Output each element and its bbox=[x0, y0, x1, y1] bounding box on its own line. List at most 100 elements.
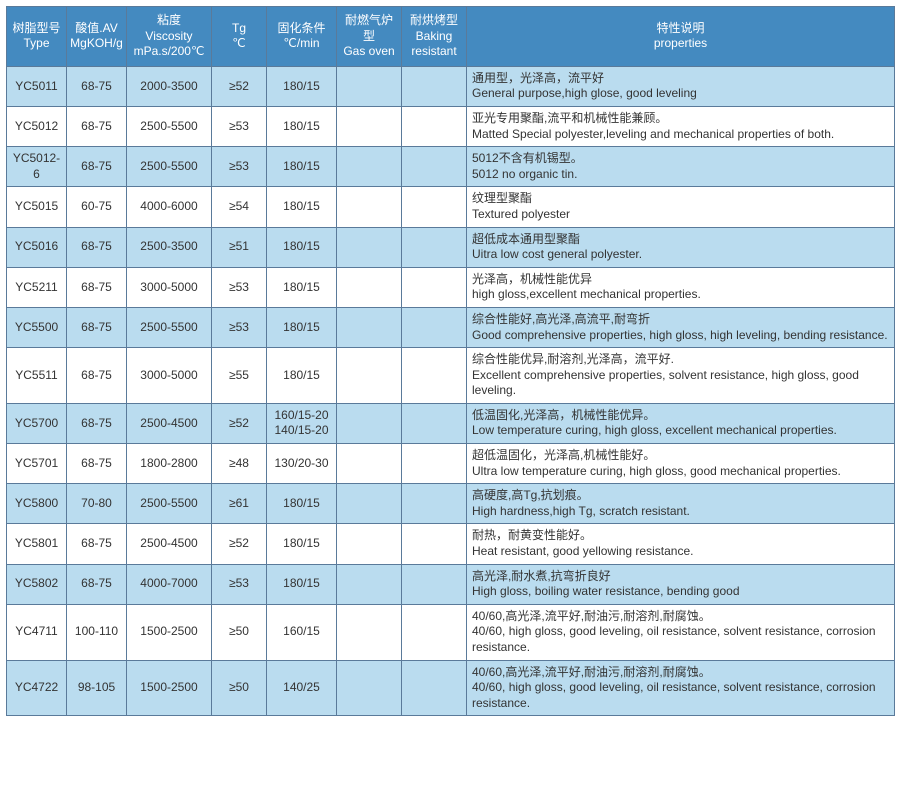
cell-tg: ≥51 bbox=[212, 227, 267, 267]
cell-baking bbox=[402, 484, 467, 524]
cell-baking bbox=[402, 66, 467, 106]
cell-viscosity: 1500-2500 bbox=[127, 660, 212, 716]
cell-properties: 综合性能好,高光泽,高流平,耐弯折Good comprehensive prop… bbox=[467, 307, 895, 347]
cell-av: 68-75 bbox=[67, 524, 127, 564]
cell-av: 68-75 bbox=[67, 227, 127, 267]
properties-en: Excellent comprehensive properties, solv… bbox=[472, 368, 889, 399]
cell-baking bbox=[402, 227, 467, 267]
cell-baking bbox=[402, 604, 467, 660]
cell-properties: 超低温固化，光泽高,机械性能好。Ultra low temperature cu… bbox=[467, 444, 895, 484]
cell-gas-oven bbox=[337, 147, 402, 187]
properties-en: high gloss,excellent mechanical properti… bbox=[472, 287, 889, 303]
properties-zh: 高光泽,耐水煮,抗弯折良好 bbox=[472, 569, 889, 585]
cell-viscosity: 3000-5000 bbox=[127, 267, 212, 307]
cell-cure: 180/15 bbox=[267, 187, 337, 227]
header-type: 树脂型号Type bbox=[7, 7, 67, 67]
cell-viscosity: 1800-2800 bbox=[127, 444, 212, 484]
table-row: YC501168-752000-3500≥52180/15通用型，光泽高，流平好… bbox=[7, 66, 895, 106]
properties-zh: 综合性能好,高光泽,高流平,耐弯折 bbox=[472, 312, 889, 328]
properties-en: High gloss, boiling water resistance, be… bbox=[472, 584, 889, 600]
cell-gas-oven bbox=[337, 106, 402, 146]
table-row: YC472298-1051500-2500≥50140/2540/60,高光泽,… bbox=[7, 660, 895, 716]
table-row: YC501268-752500-5500≥53180/15亚光专用聚酯,流平和机… bbox=[7, 106, 895, 146]
cell-type: YC5700 bbox=[7, 403, 67, 443]
cell-viscosity: 2500-3500 bbox=[127, 227, 212, 267]
cell-type: YC5511 bbox=[7, 348, 67, 404]
cell-gas-oven bbox=[337, 604, 402, 660]
cell-viscosity: 2500-5500 bbox=[127, 307, 212, 347]
table-row: YC551168-753000-5000≥55180/15综合性能优异,耐溶剂,… bbox=[7, 348, 895, 404]
properties-en: Low temperature curing, high gloss, exce… bbox=[472, 423, 889, 439]
header-baking: 耐烘烤型Baking resistant bbox=[402, 7, 467, 67]
cell-properties: 通用型，光泽高，流平好General purpose,high glose, g… bbox=[467, 66, 895, 106]
cell-properties: 光泽高，机械性能优异high gloss,excellent mechanica… bbox=[467, 267, 895, 307]
cell-cure: 180/15 bbox=[267, 524, 337, 564]
cell-gas-oven bbox=[337, 227, 402, 267]
cell-tg: ≥52 bbox=[212, 524, 267, 564]
cell-tg: ≥53 bbox=[212, 267, 267, 307]
table-row: YC501668-752500-3500≥51180/15 超低成本通用型聚酯Ui… bbox=[7, 227, 895, 267]
cell-tg: ≥53 bbox=[212, 147, 267, 187]
properties-en: Heat resistant, good yellowing resistanc… bbox=[472, 544, 889, 560]
properties-zh: 超低成本通用型聚酯 bbox=[472, 232, 889, 248]
cell-gas-oven bbox=[337, 307, 402, 347]
cell-av: 68-75 bbox=[67, 403, 127, 443]
cell-gas-oven bbox=[337, 267, 402, 307]
cell-av: 98-105 bbox=[67, 660, 127, 716]
cell-cure: 180/15 bbox=[267, 227, 337, 267]
cell-viscosity: 2500-4500 bbox=[127, 524, 212, 564]
cell-tg: ≥54 bbox=[212, 187, 267, 227]
properties-zh: 耐热，耐黄变性能好。 bbox=[472, 528, 889, 544]
cell-type: YC5701 bbox=[7, 444, 67, 484]
cell-type: YC4722 bbox=[7, 660, 67, 716]
cell-viscosity: 4000-7000 bbox=[127, 564, 212, 604]
cell-av: 68-75 bbox=[67, 66, 127, 106]
properties-zh: 40/60,高光泽,流平好,耐油污,耐溶剂,耐腐蚀。 bbox=[472, 665, 889, 681]
cell-cure: 180/15 bbox=[267, 147, 337, 187]
cell-properties: 低温固化,光泽高，机械性能优异。Low temperature curing, … bbox=[467, 403, 895, 443]
properties-en: Uitra low cost general polyester. bbox=[472, 247, 889, 263]
cell-properties: 高光泽,耐水煮,抗弯折良好High gloss, boiling water r… bbox=[467, 564, 895, 604]
cell-type: YC5500 bbox=[7, 307, 67, 347]
cell-cure: 180/15 bbox=[267, 307, 337, 347]
header-av: 酸值.AVMgKOH/g bbox=[67, 7, 127, 67]
cell-baking bbox=[402, 524, 467, 564]
cell-gas-oven bbox=[337, 348, 402, 404]
cell-baking bbox=[402, 267, 467, 307]
cell-type: YC5015 bbox=[7, 187, 67, 227]
properties-zh: 光泽高，机械性能优异 bbox=[472, 272, 889, 288]
cell-properties: 纹理型聚酯Textured polyester bbox=[467, 187, 895, 227]
cell-av: 68-75 bbox=[67, 147, 127, 187]
cell-type: YC5012 bbox=[7, 106, 67, 146]
cell-viscosity: 2500-5500 bbox=[127, 147, 212, 187]
properties-zh: 超低温固化，光泽高,机械性能好。 bbox=[472, 448, 889, 464]
properties-en: Good comprehensive properties, high glos… bbox=[472, 328, 889, 344]
cell-av: 68-75 bbox=[67, 348, 127, 404]
table-row: YC580070-802500-5500≥61180/15高硬度,高Tg,抗划痕… bbox=[7, 484, 895, 524]
cell-type: YC5802 bbox=[7, 564, 67, 604]
cell-av: 100-110 bbox=[67, 604, 127, 660]
cell-gas-oven bbox=[337, 660, 402, 716]
cell-av: 68-75 bbox=[67, 564, 127, 604]
cell-properties: 40/60,高光泽,流平好,耐油污,耐溶剂,耐腐蚀。40/60, high gl… bbox=[467, 660, 895, 716]
cell-av: 68-75 bbox=[67, 267, 127, 307]
cell-properties: 综合性能优异,耐溶剂,光泽高，流平好.Excellent comprehensi… bbox=[467, 348, 895, 404]
cell-baking bbox=[402, 564, 467, 604]
cell-type: YC5016 bbox=[7, 227, 67, 267]
cell-gas-oven bbox=[337, 66, 402, 106]
table-row: YC5012-668-752500-5500≥53180/155012不含有机锡… bbox=[7, 147, 895, 187]
properties-en: Matted Special polyester,leveling and me… bbox=[472, 127, 889, 143]
cell-av: 60-75 bbox=[67, 187, 127, 227]
properties-zh: 40/60,高光泽,流平好,耐油污,耐溶剂,耐腐蚀。 bbox=[472, 609, 889, 625]
cell-type: YC4711 bbox=[7, 604, 67, 660]
cell-cure: 160/15-20140/15-20 bbox=[267, 403, 337, 443]
cell-viscosity: 2500-5500 bbox=[127, 106, 212, 146]
cell-properties: 耐热，耐黄变性能好。Heat resistant, good yellowing… bbox=[467, 524, 895, 564]
properties-zh: 低温固化,光泽高，机械性能优异。 bbox=[472, 408, 889, 424]
table-header: 树脂型号Type 酸值.AVMgKOH/g 粘度Viscosity mPa.s/… bbox=[7, 7, 895, 67]
cell-gas-oven bbox=[337, 524, 402, 564]
cell-tg: ≥52 bbox=[212, 403, 267, 443]
cell-baking bbox=[402, 187, 467, 227]
table-row: YC4711100-1101500-2500≥50160/1540/60,高光泽… bbox=[7, 604, 895, 660]
cell-baking bbox=[402, 444, 467, 484]
